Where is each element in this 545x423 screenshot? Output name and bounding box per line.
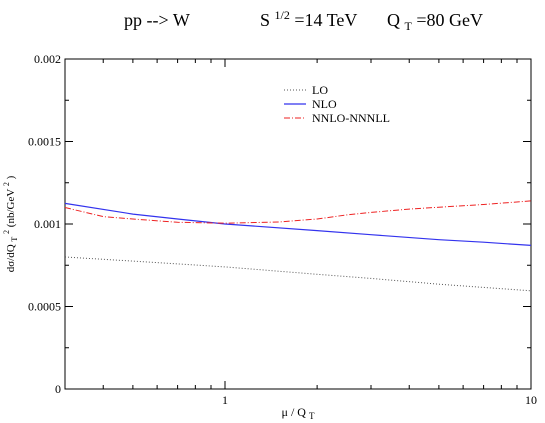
x-tick-label: 10 (525, 393, 537, 407)
series-line-nlo (64, 202, 532, 246)
y-axis-label-sup: 2 (2, 230, 11, 234)
title-process: pp --> W (124, 10, 190, 30)
title-qt-base: Q (387, 10, 400, 30)
y-axis-label-sub: T (10, 237, 19, 242)
legend: LO NLO NNLO-NNNLL (284, 83, 390, 125)
y-axis-label-unit: (nb/GeV (5, 189, 17, 228)
y-axis-label-main: dσ/dQ (5, 244, 17, 272)
y-tick-label: 0 (55, 382, 61, 396)
y-tick-label: 0.002 (34, 52, 61, 66)
title-energy-sup: 1/2 (275, 8, 290, 22)
y-tick-label: 0.001 (34, 217, 61, 231)
legend-label-nlo: NLO (312, 97, 337, 111)
title-energy-value: =14 TeV (294, 10, 357, 30)
title-energy-base: S (260, 10, 270, 30)
title-qt-sub: T (405, 19, 413, 33)
x-tick-label: 1 (222, 393, 228, 407)
tick-layer: 0 0.0005 0.001 0.0015 0.002 1 10 (28, 52, 537, 407)
series-line-lo (64, 256, 532, 292)
y-tick-label: 0.0005 (28, 300, 61, 314)
plot-frame (64, 58, 532, 390)
y-axis-label: dσ/dQ T 2 (nb/GeV 2 ) (0, 175, 20, 272)
y-tick-label: 0.0015 (28, 135, 61, 149)
series-layer (64, 200, 532, 292)
series-line-nnlo-nnnll (64, 200, 532, 224)
x-axis-label-main: μ / Q (282, 405, 307, 419)
legend-label-nnlo-nnnll: NNLO-NNNLL (312, 111, 390, 125)
legend-label-lo: LO (312, 83, 328, 97)
x-axis-label: μ / Q T (282, 405, 315, 421)
title-qt-value: =80 GeV (416, 10, 483, 30)
y-axis-label-close: ) (5, 175, 17, 179)
chart-title: pp --> W S 1/2 =14 TeV Q T =80 GeV (124, 3, 483, 34)
x-axis-label-sub: T (309, 411, 315, 421)
y-axis-label-unit-sup: 2 (2, 182, 11, 186)
